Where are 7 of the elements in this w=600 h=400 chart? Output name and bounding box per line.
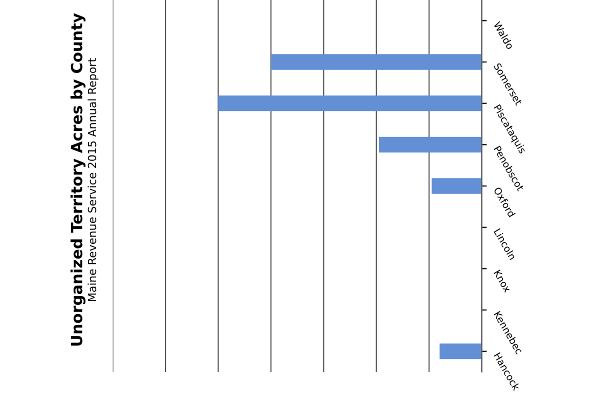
- bar: [379, 136, 482, 153]
- bar: [432, 178, 482, 194]
- bar: [218, 95, 482, 112]
- bar: [440, 343, 482, 360]
- text: Maine Revenue Service 2015 Annual Report: [88, 58, 98, 302]
- text: Unorganized Territory Acres by County: [70, 13, 86, 346]
- bar: [270, 54, 482, 70]
